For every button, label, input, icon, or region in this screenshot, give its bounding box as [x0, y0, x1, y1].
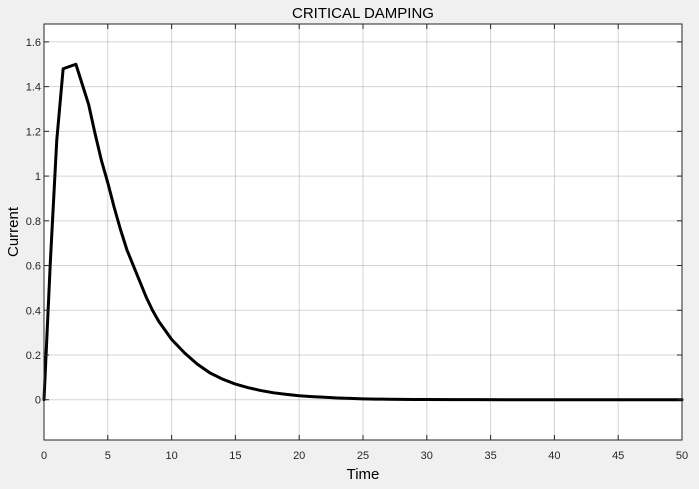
x-tick-label: 35: [484, 450, 496, 462]
y-tick-label: 0.6: [26, 261, 41, 273]
line-layer: [42, 62, 684, 402]
x-tick-label: 40: [548, 450, 560, 462]
y-axis-label: Current: [5, 206, 22, 257]
y-tick-label: 0: [35, 395, 41, 407]
y-tick-label: 1.2: [26, 126, 41, 138]
x-tick-label: 50: [676, 450, 688, 462]
x-tick-label: 25: [357, 450, 369, 462]
y-tick-label: 1: [35, 171, 41, 183]
x-tick-label: 45: [612, 450, 624, 462]
y-tick-label: 0.8: [26, 216, 41, 228]
x-tick-label: 20: [293, 450, 305, 462]
y-tick-label: 0.2: [26, 350, 41, 362]
series-line: [42, 62, 684, 402]
x-tick-label: 0: [41, 450, 47, 462]
plot-area: [44, 24, 682, 440]
y-tick-label: 1.4: [26, 82, 41, 94]
y-tick-label: 1.6: [26, 37, 41, 49]
ticks: 0 5 10 15 20 25 30 35 40 45 50 0 0.2 0.4 0.6 0.8 1 1.2 1.4…: [26, 24, 688, 462]
y-tick-label: 0.4: [26, 305, 41, 317]
x-tick-label: 10: [165, 450, 177, 462]
chart-title: CRITICAL DAMPING: [292, 5, 434, 22]
x-tick-label: 5: [105, 450, 111, 462]
x-tick-label: 30: [421, 450, 433, 462]
x-axis-label: Time: [347, 466, 380, 483]
x-tick-label: 15: [229, 450, 241, 462]
